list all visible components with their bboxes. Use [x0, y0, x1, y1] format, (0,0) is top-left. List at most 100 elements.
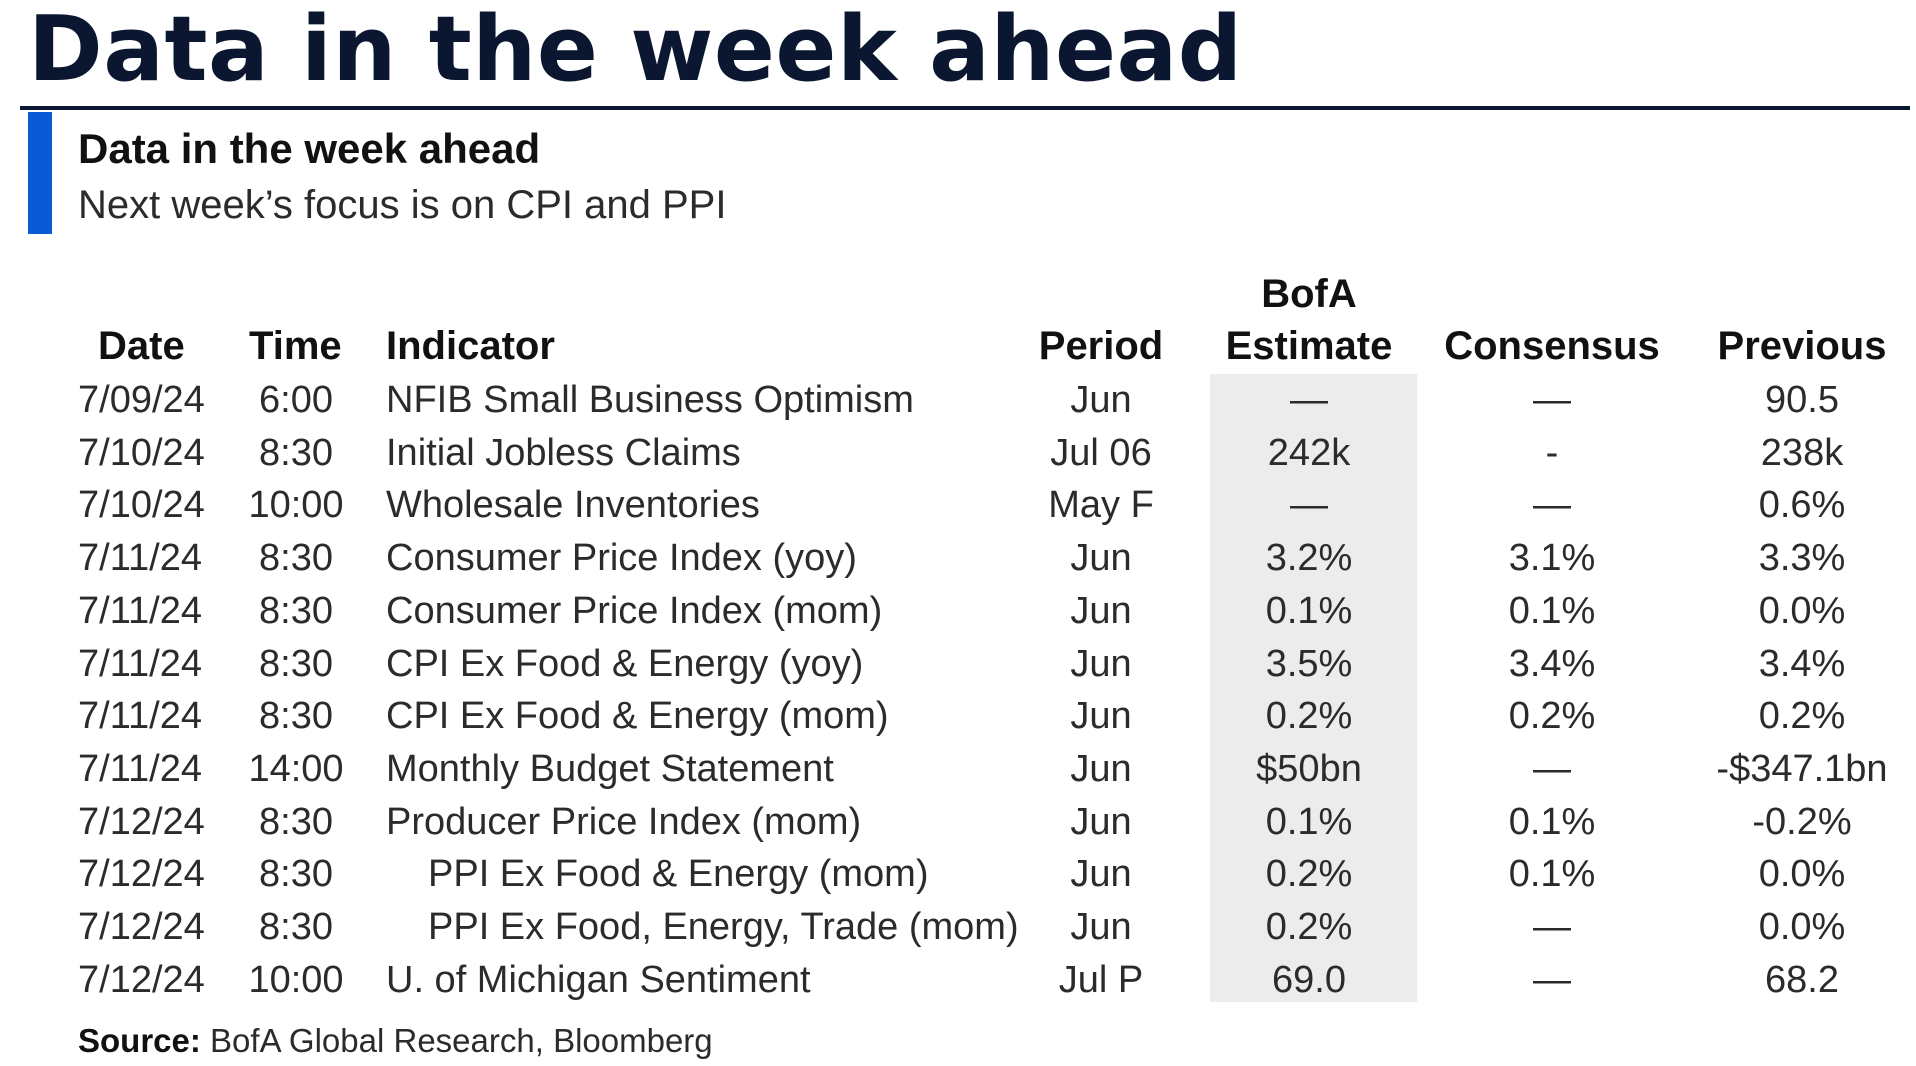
cell-estimate: 0.2% — [1265, 695, 1353, 738]
cell-indicator: PPI Ex Food & Energy (mom) — [428, 853, 929, 896]
table-row: 7/12/24 8:30 PPI Ex Food, Energy, Trade (m… — [0, 901, 1916, 954]
cell-previous: 0.0% — [1758, 906, 1846, 948]
cell-previous: 238k — [1760, 431, 1844, 474]
cell-indicator: Monthly Budget Statement — [386, 747, 834, 790]
cell-previous: 68.2 — [1765, 958, 1839, 1001]
cell-time: 8:30 — [259, 642, 333, 685]
header-indicator: Indicator — [386, 324, 555, 368]
cell-date: 7/12/24 — [78, 853, 205, 896]
cell-estimate: 69.0 — [1272, 958, 1346, 1001]
header-previous: Previous — [1717, 324, 1887, 368]
cell-time: 8:30 — [259, 853, 333, 896]
header-time: Time — [249, 324, 342, 368]
cell-period: Jun — [1070, 747, 1132, 790]
table-row: 7/12/24 8:30 PPI Ex Food & Energy (mom) Jun… — [0, 848, 1916, 901]
cell-indicator: Wholesale Inventories — [386, 484, 760, 527]
cell-period: Jun — [1070, 800, 1132, 843]
cell-estimate: 0.1% — [1265, 589, 1353, 632]
cell-consensus: — — [1533, 379, 1571, 421]
cell-time: 10:00 — [248, 958, 344, 1001]
exhibit-accent-bar — [28, 112, 52, 234]
cell-estimate: 3.2% — [1265, 537, 1353, 580]
cell-indicator: CPI Ex Food & Energy (yoy) — [386, 642, 864, 685]
header-estimate-line2: Estimate — [1225, 324, 1393, 368]
cell-time: 8:30 — [259, 906, 333, 948]
cell-previous: 0.0% — [1758, 853, 1846, 896]
cell-period: Jul P — [1058, 958, 1144, 1001]
header-estimate-line1: BofA — [1261, 272, 1357, 316]
table-row: 7/10/24 10:00 Wholesale Inventories May F — —… — [0, 479, 1916, 532]
header-date: Date — [98, 324, 185, 368]
cell-indicator: Initial Jobless Claims — [386, 431, 741, 474]
cell-time: 8:30 — [259, 537, 333, 580]
cell-period: May F — [1048, 484, 1154, 527]
table-row: 7/11/24 14:00 Monthly Budget Statement Jun $… — [0, 743, 1916, 796]
table-row: 7/12/24 8:30 Producer Price Index (mom) Jun… — [0, 796, 1916, 849]
page-title: Data in the week ahead — [28, 0, 1243, 102]
cell-period: Jun — [1070, 537, 1132, 580]
cell-consensus: 0.1% — [1508, 800, 1596, 843]
cell-previous: 90.5 — [1765, 379, 1839, 421]
cell-time: 8:30 — [259, 431, 333, 474]
cell-date: 7/10/24 — [78, 431, 205, 474]
cell-consensus: — — [1533, 958, 1571, 1001]
cell-consensus: — — [1533, 747, 1571, 790]
header-period: Period — [1038, 324, 1164, 368]
cell-date: 7/12/24 — [78, 800, 205, 843]
exhibit-title: Data in the week ahead — [78, 125, 541, 172]
cell-previous: -0.2% — [1752, 800, 1852, 843]
cell-consensus: — — [1533, 906, 1571, 948]
title-divider — [20, 106, 1910, 110]
cell-indicator: Consumer Price Index (yoy) — [386, 537, 857, 580]
cell-consensus: 0.1% — [1508, 589, 1596, 632]
cell-estimate: 0.1% — [1265, 800, 1353, 843]
cell-previous: 0.2% — [1758, 695, 1846, 738]
cell-date: 7/09/24 — [78, 379, 205, 421]
cell-period: Jun — [1070, 695, 1132, 738]
cell-indicator: U. of Michigan Sentiment — [386, 958, 811, 1001]
table-row: 7/12/24 10:00 U. of Michigan Sentiment Jul … — [0, 954, 1916, 1007]
cell-indicator: PPI Ex Food, Energy, Trade (mom) — [428, 906, 1019, 948]
table-row: 7/09/24 6:00 NFIB Small Business Optimism J… — [0, 374, 1916, 427]
cell-consensus: 0.1% — [1508, 853, 1596, 896]
cell-estimate: 0.2% — [1265, 906, 1353, 948]
table-row: 7/11/24 8:30 CPI Ex Food & Energy (mom) Jun… — [0, 690, 1916, 743]
cell-date: 7/11/24 — [78, 747, 202, 790]
cell-date: 7/11/24 — [78, 695, 202, 738]
source-text: BofA Global Research, Bloomberg — [200, 1022, 713, 1059]
cell-consensus: — — [1533, 484, 1571, 527]
cell-date: 7/12/24 — [78, 958, 205, 1001]
cell-indicator: Consumer Price Index (mom) — [386, 589, 883, 632]
cell-consensus: - — [1545, 431, 1559, 474]
cell-period: Jun — [1070, 906, 1132, 948]
cell-previous: -$347.1bn — [1716, 747, 1888, 790]
cell-date: 7/11/24 — [78, 589, 202, 632]
cell-period: Jun — [1070, 379, 1132, 421]
cell-indicator: Producer Price Index (mom) — [386, 800, 862, 843]
table-row: 7/11/24 8:30 Consumer Price Index (yoy) Jun… — [0, 532, 1916, 585]
cell-estimate: 0.2% — [1265, 853, 1353, 896]
cell-date: 7/12/24 — [78, 906, 205, 948]
source-note: Source: BofA Global Research, Bloomberg — [78, 1018, 713, 1064]
cell-previous: 3.4% — [1758, 642, 1846, 685]
cell-time: 8:30 — [259, 800, 333, 843]
cell-estimate: — — [1290, 484, 1328, 527]
cell-previous: 0.6% — [1758, 484, 1846, 527]
table-row: 7/11/24 8:30 Consumer Price Index (mom) Jun… — [0, 585, 1916, 638]
cell-date: 7/11/24 — [78, 537, 202, 580]
cell-consensus: 3.4% — [1508, 642, 1596, 685]
cell-period: Jul 06 — [1050, 431, 1152, 474]
cell-date: 7/10/24 — [78, 484, 205, 527]
cell-period: Jun — [1070, 589, 1132, 632]
cell-date: 7/11/24 — [78, 642, 202, 685]
cell-time: 6:00 — [259, 379, 333, 421]
cell-period: Jun — [1070, 853, 1132, 896]
cell-consensus: 3.1% — [1508, 537, 1596, 580]
cell-time: 10:00 — [248, 484, 344, 527]
cell-estimate: 242k — [1267, 431, 1351, 474]
cell-previous: 0.0% — [1758, 589, 1846, 632]
cell-period: Jun — [1070, 642, 1132, 685]
cell-time: 14:00 — [248, 747, 344, 790]
exhibit-subtitle: Next week’s focus is on CPI and PPI — [78, 183, 727, 227]
cell-estimate: — — [1290, 379, 1328, 421]
